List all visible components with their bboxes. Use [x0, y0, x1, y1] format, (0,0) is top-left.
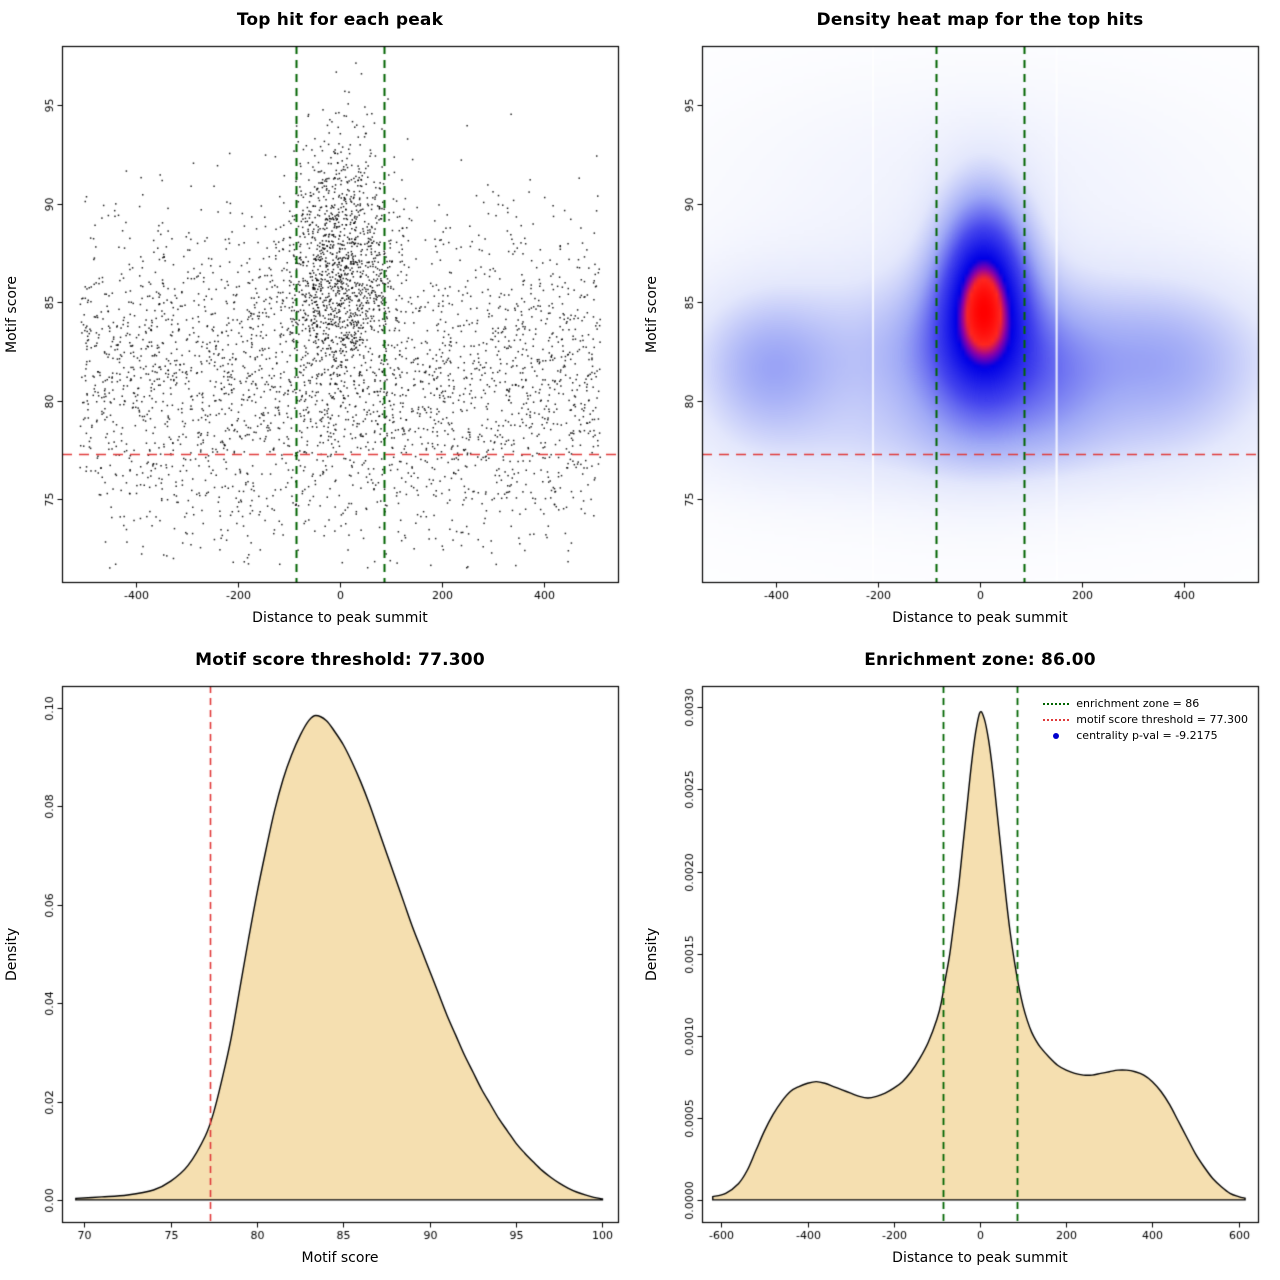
- distance-density-ylabel: Density: [644, 927, 660, 981]
- score-density-ylabel: Density: [4, 927, 20, 981]
- scatter-canvas: [0, 0, 640, 640]
- score-density-title: Motif score threshold: 77.300: [195, 650, 485, 670]
- distance-density-xlabel: Distance to peak summit: [892, 1250, 1068, 1266]
- heatmap-canvas: [640, 0, 1280, 640]
- scatter-xlabel: Distance to peak summit: [252, 610, 428, 626]
- legend-label-motif-threshold: motif score threshold = 77.300: [1076, 713, 1248, 726]
- heatmap-panel: Density heat map for the top hits Distan…: [640, 0, 1280, 640]
- legend-item-motif-threshold: motif score threshold = 77.300: [1043, 712, 1248, 728]
- legend-item-enrichment-zone: enrichment zone = 86: [1043, 696, 1248, 712]
- centrality-pval-dot-swatch: [1043, 733, 1069, 739]
- distance-density-panel: Enrichment zone: 86.00 Distance to peak …: [640, 640, 1280, 1280]
- distance-density-title: Enrichment zone: 86.00: [864, 650, 1096, 670]
- heatmap-ylabel: Motif score: [644, 275, 660, 353]
- legend-item-centrality-pval: centrality p-val = -9.2175: [1043, 728, 1248, 744]
- scatter-ylabel: Motif score: [4, 275, 20, 353]
- heatmap-xlabel: Distance to peak summit: [892, 610, 1068, 626]
- distance-density-canvas: [640, 640, 1280, 1280]
- blue-dot-icon: [1053, 733, 1060, 739]
- enrichment-zone-line-swatch: [1043, 703, 1070, 705]
- score-density-panel: Motif score threshold: 77.300 Motif scor…: [0, 640, 640, 1280]
- legend: enrichment zone = 86 motif score thresho…: [1043, 696, 1248, 744]
- score-density-xlabel: Motif score: [301, 1250, 379, 1266]
- heatmap-title: Density heat map for the top hits: [816, 10, 1144, 30]
- legend-label-centrality-pval: centrality p-val = -9.2175: [1076, 729, 1218, 742]
- scatter-title: Top hit for each peak: [236, 10, 444, 30]
- score-density-canvas: [0, 640, 640, 1280]
- motif-threshold-line-swatch: [1043, 719, 1070, 721]
- scatter-panel: Top hit for each peak Distance to peak s…: [0, 0, 640, 640]
- legend-label-enrichment-zone: enrichment zone = 86: [1076, 697, 1200, 710]
